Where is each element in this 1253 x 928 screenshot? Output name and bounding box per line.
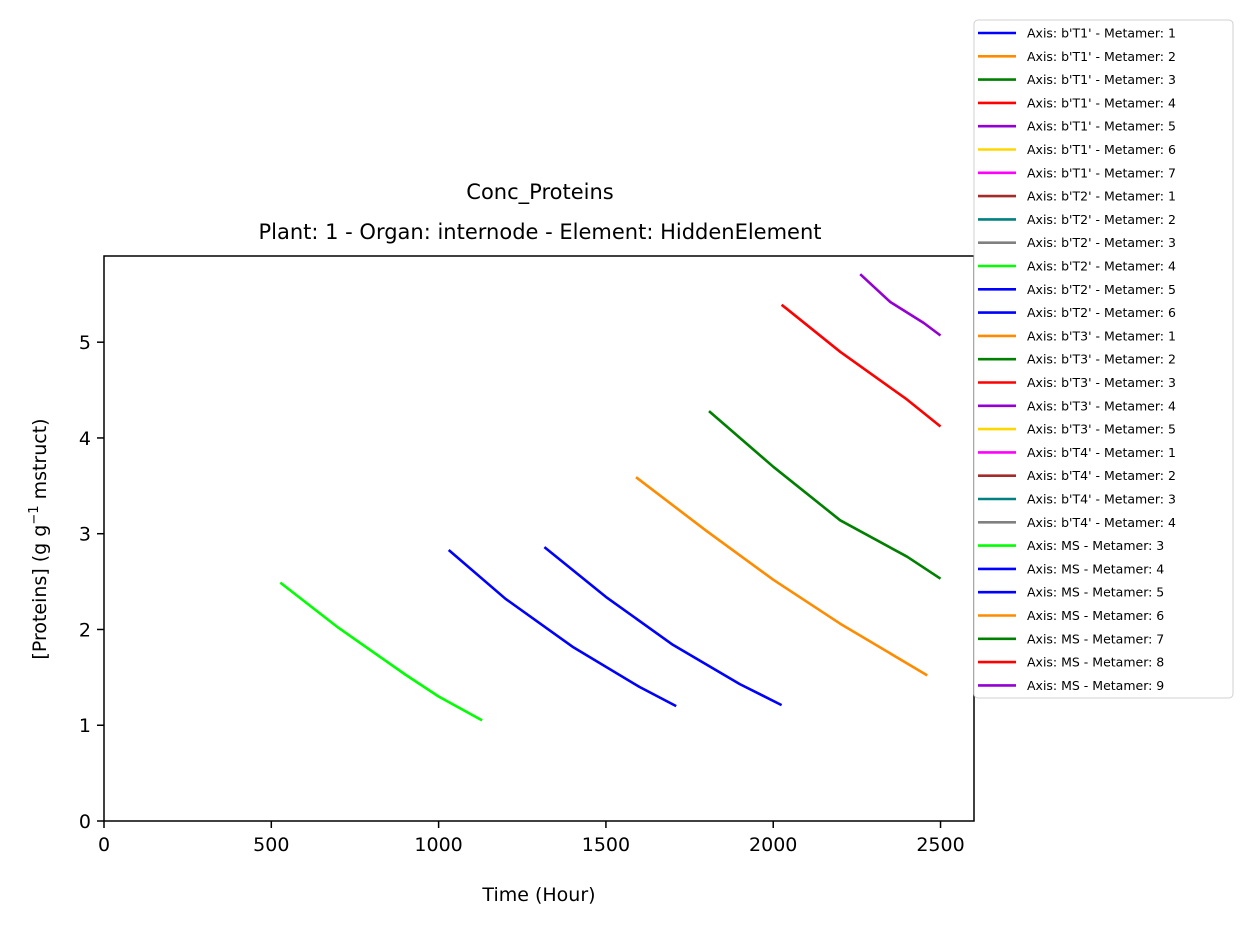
- legend-items: Axis: b'T1' - Metamer: 1 Axis: b'T1' - Me…: [978, 26, 1176, 693]
- x-tick-label-4: 2000: [749, 834, 797, 856]
- legend-box: [973, 19, 1234, 699]
- y-tick-label-5: 5: [79, 332, 91, 354]
- legend-label-16: Axis: b'T3' - Metamer: 3: [1027, 375, 1176, 390]
- x-tick-label-3: 1500: [582, 834, 630, 856]
- legend-label-23: Axis: MS - Metamer: 3: [1027, 538, 1164, 553]
- x-tick-label-5: 2500: [916, 834, 964, 856]
- series-line-7: [859, 273, 942, 337]
- legend-label-28: Axis: MS - Metamer: 8: [1027, 655, 1164, 670]
- legend-label-10: Axis: b'T2' - Metamer: 3: [1027, 235, 1176, 250]
- series-line-5: [708, 410, 942, 580]
- legend-label-20: Axis: b'T4' - Metamer: 2: [1027, 468, 1176, 483]
- y-tick-label-3: 3: [79, 524, 91, 546]
- legend-label-22: Axis: b'T4' - Metamer: 4: [1027, 515, 1176, 530]
- legend-label-8: Axis: b'T2' - Metamer: 1: [1027, 189, 1176, 204]
- legend-label-15: Axis: b'T3' - Metamer: 2: [1027, 352, 1176, 367]
- chart-title: Conc_Proteins: [466, 180, 613, 205]
- y-axis-label-superscript: −1: [27, 505, 42, 524]
- legend-label-4: Axis: b'T1' - Metamer: 4: [1027, 95, 1176, 110]
- y-tick-label-0: 0: [79, 811, 91, 833]
- legend-label-12: Axis: b'T2' - Metamer: 5: [1027, 282, 1176, 297]
- legend-label-24: Axis: MS - Metamer: 4: [1027, 561, 1164, 576]
- x-axis-ticks: 0 500 1000 1500 2000 2500: [98, 821, 965, 856]
- legend-label-17: Axis: b'T3' - Metamer: 4: [1027, 398, 1176, 413]
- series-line-4: [635, 476, 928, 677]
- legend-label-7: Axis: b'T1' - Metamer: 7: [1027, 165, 1176, 180]
- legend-label-13: Axis: b'T2' - Metamer: 6: [1027, 305, 1176, 320]
- legend-label-3: Axis: b'T1' - Metamer: 3: [1027, 72, 1176, 87]
- legend-label-26: Axis: MS - Metamer: 6: [1027, 608, 1164, 623]
- y-axis-label-tail: mstruct): [29, 418, 51, 505]
- legend-label-27: Axis: MS - Metamer: 7: [1027, 631, 1164, 646]
- legend-label-6: Axis: b'T1' - Metamer: 6: [1027, 142, 1176, 157]
- y-axis-ticks: 0 1 2 3 4 5: [79, 332, 104, 833]
- legend-label-1: Axis: b'T1' - Metamer: 1: [1027, 26, 1176, 41]
- x-tick-label-1: 500: [253, 834, 289, 856]
- legend: Axis: b'T1' - Metamer: 1 Axis: b'T1' - Me…: [973, 19, 1234, 699]
- chart-subtitle: Plant: 1 - Organ: internode - Element: H…: [258, 220, 821, 244]
- x-tick-label-2: 1000: [414, 834, 462, 856]
- series-line-3: [543, 546, 783, 707]
- series-line-6: [780, 303, 942, 428]
- y-axis-label-main: [Proteins] (g g: [29, 525, 51, 660]
- legend-label-18: Axis: b'T3' - Metamer: 5: [1027, 422, 1176, 437]
- legend-label-29: Axis: MS - Metamer: 9: [1027, 678, 1164, 693]
- plot-frame: [103, 255, 975, 822]
- plot-series: [279, 273, 942, 722]
- legend-label-5: Axis: b'T1' - Metamer: 5: [1027, 119, 1176, 134]
- legend-label-25: Axis: MS - Metamer: 5: [1027, 585, 1164, 600]
- x-axis-label: Time (Hour): [481, 884, 595, 906]
- y-tick-label-4: 4: [79, 428, 91, 450]
- y-tick-label-2: 2: [79, 619, 91, 641]
- legend-label-14: Axis: b'T3' - Metamer: 1: [1027, 328, 1176, 343]
- legend-label-21: Axis: b'T4' - Metamer: 3: [1027, 492, 1176, 507]
- series-line-2: [447, 549, 677, 708]
- y-axis-label: [Proteins] (g g−1 mstruct): [27, 418, 51, 659]
- legend-label-2: Axis: b'T1' - Metamer: 2: [1027, 49, 1176, 64]
- legend-label-19: Axis: b'T4' - Metamer: 1: [1027, 445, 1176, 460]
- y-tick-label-1: 1: [79, 715, 91, 737]
- legend-label-11: Axis: b'T2' - Metamer: 4: [1027, 259, 1176, 274]
- legend-label-9: Axis: b'T2' - Metamer: 2: [1027, 212, 1176, 227]
- series-line-1: [279, 581, 483, 722]
- x-tick-label-0: 0: [98, 834, 110, 856]
